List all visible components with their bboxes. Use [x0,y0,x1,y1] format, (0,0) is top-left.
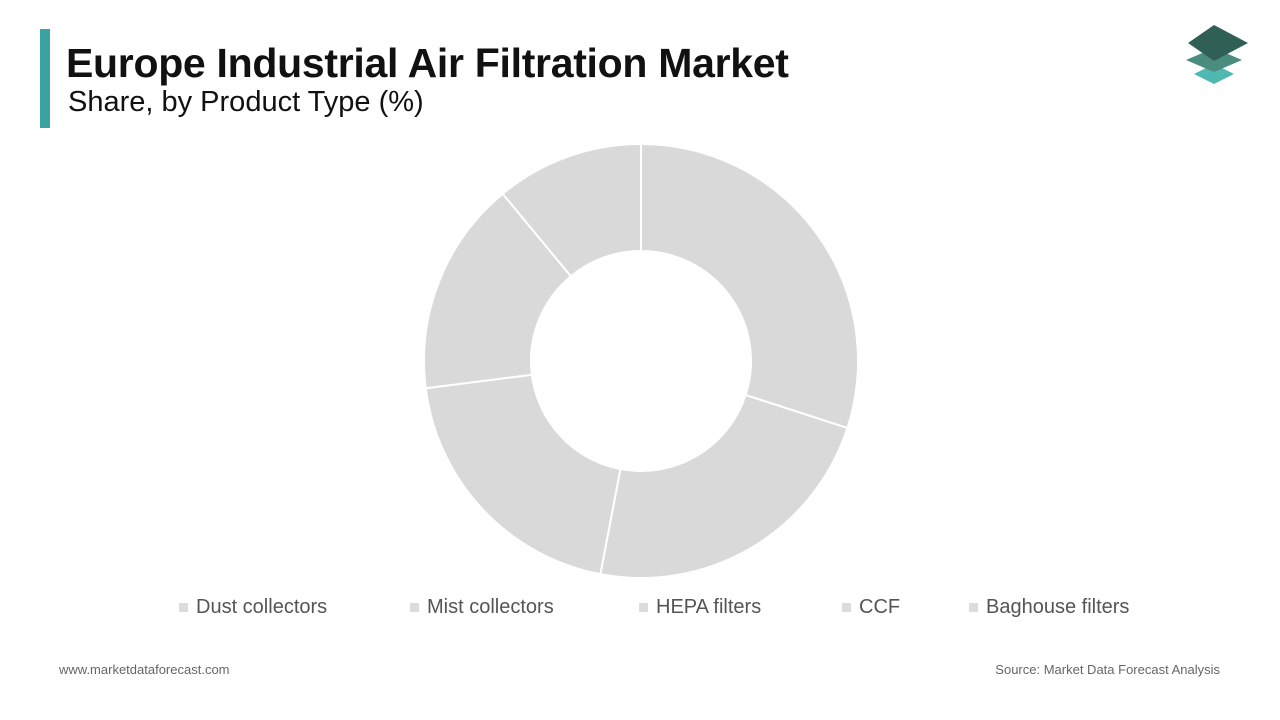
legend-label: Mist collectors [427,595,554,618]
legend-item: Dust collectors [179,595,327,619]
legend-swatch [179,602,188,612]
legend-swatch [639,602,648,612]
stacked-layers-logo-icon [1186,25,1248,84]
title-accent-bar [40,29,50,128]
logo-layer-top [1188,25,1248,61]
donut-slice-mist-collectors [599,393,849,579]
donut-slice-hepa-filters [424,373,622,576]
donut-slice-ccf [423,192,573,390]
donut-slices [423,142,859,579]
legend-swatch [842,602,851,612]
legend-item: CCF [842,595,900,619]
donut-slice-baghouse-filters [501,142,642,278]
footer-website: www.marketdataforecast.com [59,662,230,677]
legend-swatch [410,602,419,612]
donut-slice-dust-collectors [640,142,859,430]
legend-swatch [969,602,978,612]
legend-item: Mist collectors [410,595,554,619]
legend-label: Baghouse filters [986,595,1130,618]
legend-label: CCF [859,595,901,618]
footer-source: Source: Market Data Forecast Analysis [995,662,1220,677]
legend-item: Baghouse filters [969,595,1129,619]
page-title: Europe Industrial Air Filtration Market [66,40,789,86]
legend-label: Dust collectors [196,595,328,618]
legend-item: HEPA filters [639,595,761,619]
page-subtitle: Share, by Product Type (%) [68,86,424,118]
logo-layer-bottom [1194,64,1234,84]
legend-label: HEPA filters [656,595,762,618]
